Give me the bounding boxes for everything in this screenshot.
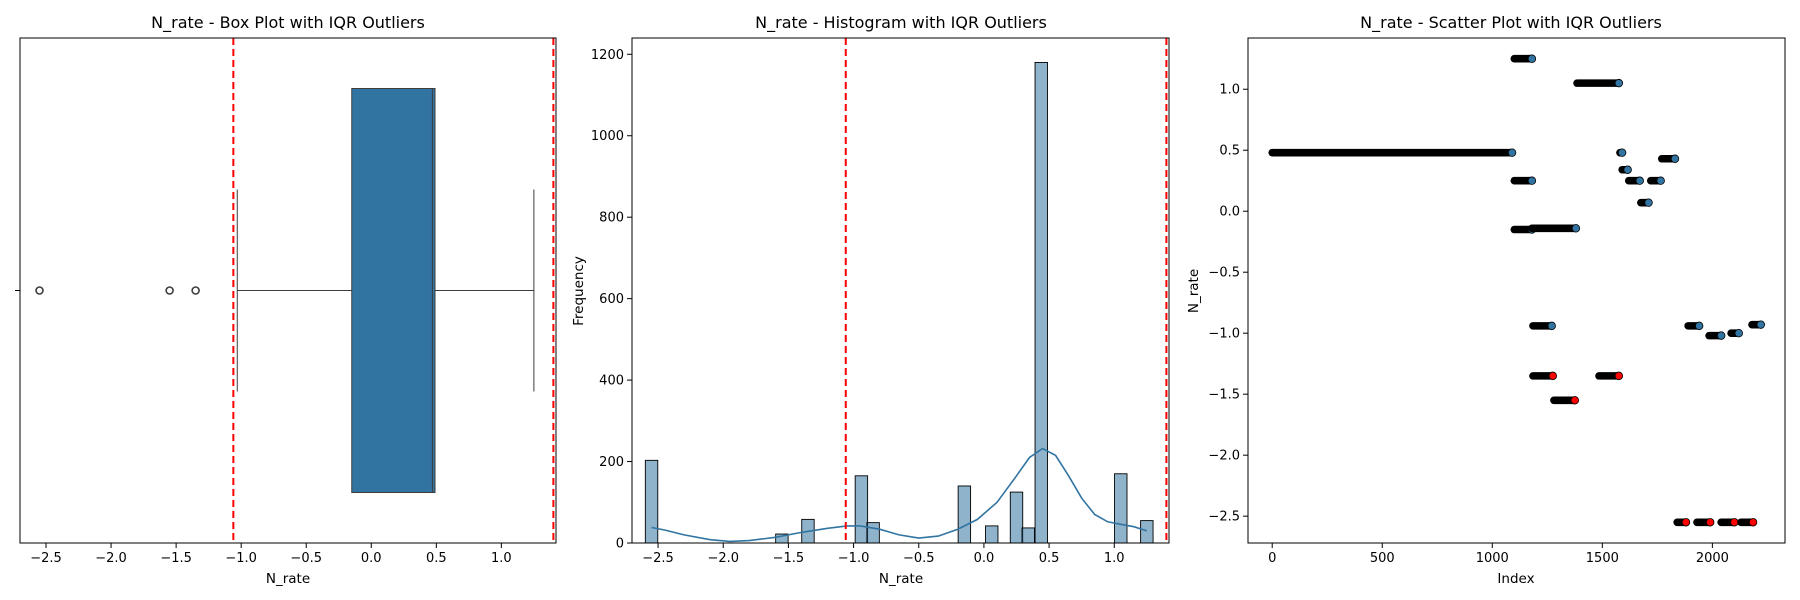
scatter-x-tick-label: 500 [1370, 551, 1395, 566]
scatter-y-tick-label: −2.5 [1208, 510, 1240, 525]
box-x-tick-label: −2.5 [30, 551, 62, 566]
scatter-point [1614, 78, 1624, 88]
scatter-outlier-point [1681, 518, 1691, 527]
histogram-bar [644, 459, 659, 544]
scatter-x-tick-label: 1000 [1476, 551, 1509, 566]
histogram-y-label: Frequency [571, 256, 587, 326]
box-plot-x-label: N_rate [266, 571, 310, 587]
scatter-outlier-point [1570, 396, 1580, 405]
scatter-x-label: Index [1497, 571, 1534, 587]
scatter-point [1670, 154, 1680, 163]
scatter-y-tick-label: −2.0 [1208, 449, 1240, 464]
histogram-bar [1034, 61, 1048, 544]
scatter-outlier-point [1614, 371, 1624, 381]
histogram-x-label: N_rate [879, 571, 923, 587]
histogram-x-tick-label: −2.0 [707, 551, 739, 566]
box-x-tick-label: −1.5 [160, 551, 192, 566]
scatter-frame [1247, 37, 1786, 544]
histogram-x-tick-label: −2.5 [642, 551, 674, 566]
scatter-point [1694, 321, 1704, 331]
scatter-panel: N_rate - Scatter Plot with IQR Outliers … [1186, 13, 1786, 587]
box-x-tick-label: 0.5 [426, 551, 447, 566]
histogram-x-tick-label: 0.0 [974, 551, 995, 566]
box-plot-title: N_rate - Box Plot with IQR Outliers [151, 13, 425, 33]
scatter-x-tick-label: 2000 [1696, 551, 1729, 566]
scatter-points-run [1528, 224, 1580, 233]
scatter-point [1756, 320, 1765, 329]
histogram-bar [866, 522, 880, 544]
scatter-x-tick-label: 0 [1268, 551, 1276, 566]
scatter-point [1734, 328, 1743, 338]
scatter-y-tick-label: −1.5 [1208, 388, 1240, 403]
box-iqr-rect [351, 88, 436, 493]
scatter-point [1635, 176, 1644, 185]
histogram-x-tick-label: 1.0 [1104, 551, 1125, 566]
scatter-y-tick-label: −0.5 [1208, 266, 1240, 281]
scatter-point [1656, 176, 1665, 185]
histogram-bar [1021, 527, 1035, 544]
histogram-bar [957, 485, 972, 544]
scatter-point [1547, 321, 1556, 331]
scatter-y-label: N_rate [1186, 269, 1202, 313]
scatter-outlier-point [1748, 518, 1758, 527]
histogram-y-tick-label: 600 [599, 292, 624, 307]
box-outlier-point [165, 286, 174, 295]
histogram-x-tick-label: −1.0 [838, 551, 870, 566]
histogram-x-tick-label: −1.5 [773, 551, 805, 566]
scatter-point [1644, 198, 1653, 207]
box-frame [19, 37, 557, 544]
histogram-kde-line [651, 447, 1148, 543]
scatter-outlier-point [1548, 371, 1558, 381]
histogram-bar [985, 525, 999, 544]
scatter-point [1507, 148, 1517, 157]
box-outlier-point [35, 286, 44, 295]
histogram-y-tick-label: 1000 [591, 129, 624, 144]
scatter-y-tick-label: 1.0 [1219, 83, 1240, 98]
scatter-title: N_rate - Scatter Plot with IQR Outliers [1360, 13, 1662, 33]
box-x-tick-label: −2.0 [95, 551, 127, 566]
histogram-panel: N_rate - Histogram with IQR Outliers −2.… [571, 13, 1170, 587]
histogram-x-tick-label: −0.5 [903, 551, 935, 566]
scatter-point [1527, 176, 1537, 185]
box-x-tick-label: −0.5 [290, 551, 322, 566]
box-x-tick-label: −1.0 [225, 551, 257, 566]
scatter-y-tick-label: −1.0 [1208, 327, 1240, 342]
scatter-point [1623, 165, 1632, 174]
histogram-bar [854, 475, 869, 544]
scatter-point [1571, 224, 1581, 233]
scatter-area: 0 500 1000 1500 2000 1.0 0.5 0.0 −0.5 −1.0 −1.5 −2.… [1208, 37, 1786, 566]
scatter-x-tick-label: 1500 [1586, 551, 1619, 566]
scatter-point [1716, 331, 1726, 340]
scatter-points-run [1268, 148, 1516, 157]
histogram-y-tick-label: 800 [599, 211, 624, 226]
scatter-outlier-point [1705, 518, 1715, 527]
box-x-tick-label: 0.0 [361, 551, 382, 566]
scatter-outlier-point [1730, 518, 1739, 527]
box-x-tick-label: 1.0 [491, 551, 512, 566]
histogram-bar [1009, 491, 1024, 544]
histogram-frame [631, 37, 1170, 544]
histogram-x-tick-label: 0.5 [1039, 551, 1060, 566]
histogram-title: N_rate - Histogram with IQR Outliers [755, 13, 1047, 33]
histogram-y-tick-label: 400 [599, 374, 624, 389]
histogram-area: −2.5 −2.0 −1.5 −1.0 −0.5 0.0 0.5 1.0 0 200 400 600 8… [591, 37, 1170, 566]
box-plot-area: −2.5 −2.0 −1.5 −1.0 −0.5 0.0 0.5 1.0 [15, 37, 557, 566]
histogram-y-tick-label: 0 [616, 537, 624, 552]
scatter-point [1527, 54, 1537, 63]
box-outlier-point [191, 286, 200, 295]
histogram-y-tick-label: 1200 [591, 48, 624, 63]
histogram-bar [1114, 473, 1128, 544]
histogram-bar [1140, 520, 1154, 544]
scatter-points-run [1573, 79, 1623, 87]
histogram-y-tick-label: 200 [599, 455, 624, 470]
scatter-y-tick-label: 0.0 [1219, 205, 1240, 220]
scatter-point [1617, 148, 1627, 157]
box-plot-panel: N_rate - Box Plot with IQR Outliers −2.5… [15, 13, 557, 587]
scatter-y-tick-label: 0.5 [1219, 144, 1240, 159]
